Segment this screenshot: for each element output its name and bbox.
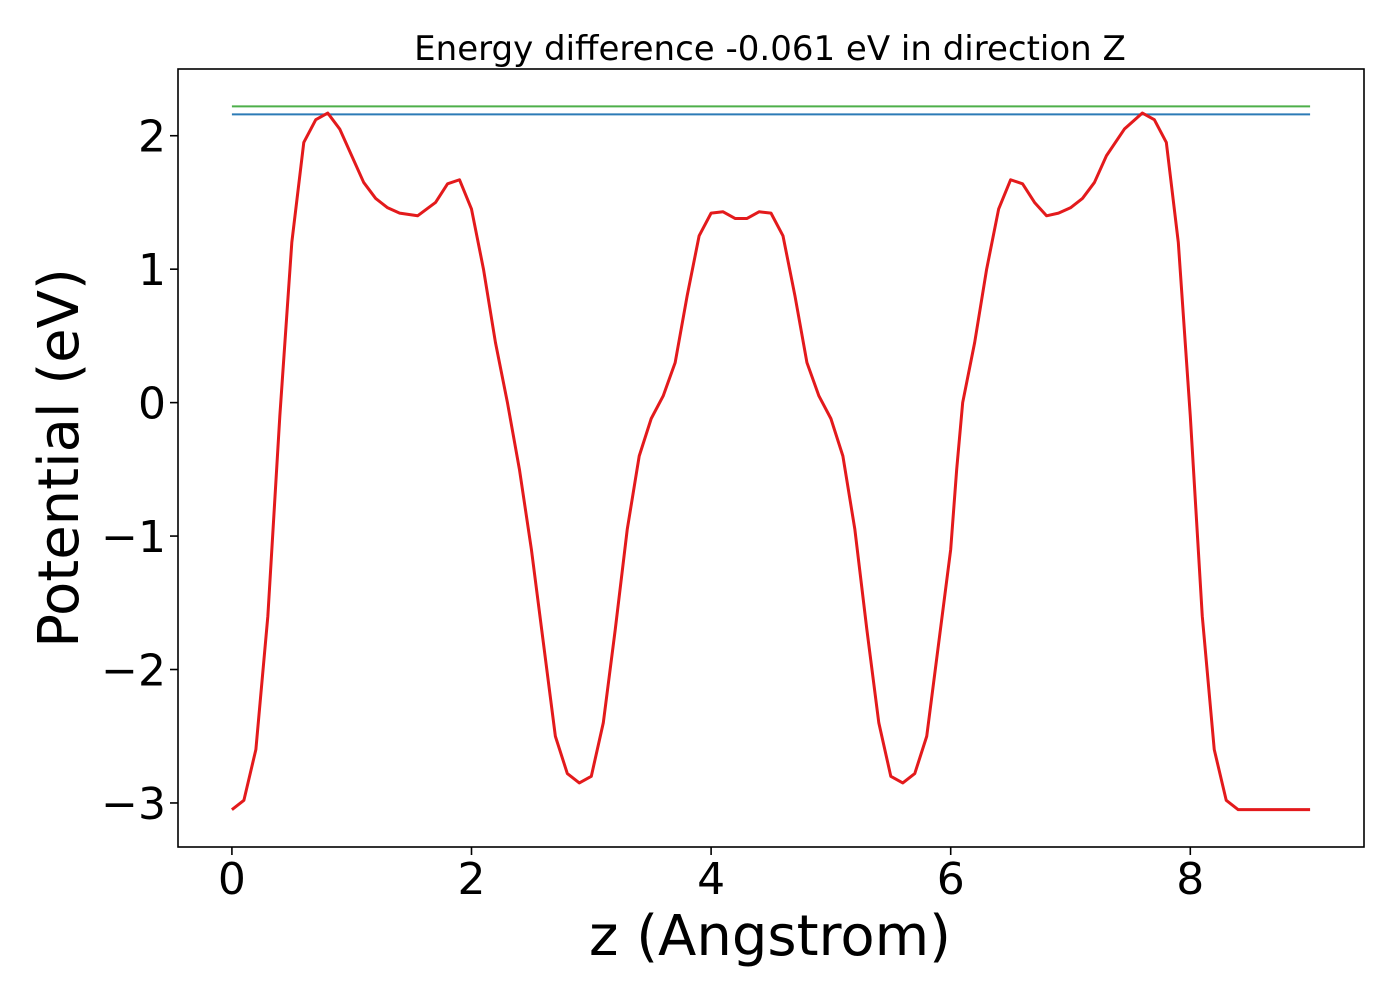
y-tick-label: −2 <box>101 646 166 697</box>
x-axis-label: z (Angstrom) <box>589 904 951 969</box>
x-tick-label: 4 <box>697 854 725 905</box>
y-axis-label: Potential (eV) <box>27 268 92 648</box>
y-tick-label: 0 <box>138 379 166 430</box>
x-tick-label: 6 <box>937 854 965 905</box>
potential-curve <box>230 111 1311 812</box>
plot-area <box>230 105 1311 812</box>
x-axis: 0 2 4 6 8 <box>218 847 1204 905</box>
plot-frame <box>177 68 1365 848</box>
y-tick-label: −1 <box>101 512 166 563</box>
y-tick-label: −3 <box>101 779 166 830</box>
x-tick-label: 0 <box>218 854 246 905</box>
y-tick-label: 2 <box>138 112 166 163</box>
y-axis: −3 −2 −1 0 1 2 <box>101 112 178 830</box>
chart-title: Energy difference -0.061 eV in direction… <box>414 29 1126 69</box>
y-tick-label: 1 <box>138 245 166 296</box>
x-tick-label: 2 <box>458 854 486 905</box>
x-tick-label: 8 <box>1176 854 1204 905</box>
